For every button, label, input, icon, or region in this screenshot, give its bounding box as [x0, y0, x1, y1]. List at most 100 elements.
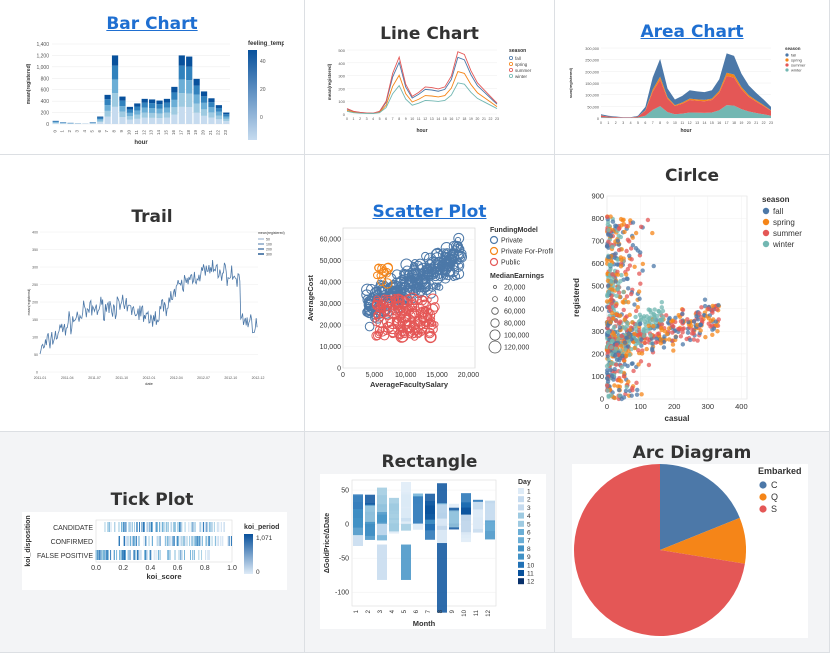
circle-point: [698, 322, 703, 328]
circle-point: [630, 220, 636, 225]
circle-point: [630, 385, 635, 391]
arc-legend-label: Q: [771, 492, 778, 502]
scatter-point-private: [437, 261, 449, 272]
scatter-point-public: [391, 294, 404, 307]
line-xtick-label: 19: [469, 117, 473, 121]
line-xtick-label: 6: [385, 117, 387, 121]
circle-point: [710, 303, 715, 309]
line-legend-label: winter: [515, 74, 528, 79]
cell-arc-diagram: Arc Diagram Embarked C Q S: [555, 432, 830, 653]
rect-legend-label: 8: [527, 546, 531, 553]
bar-segment: [208, 117, 215, 124]
circle-point: [650, 230, 655, 236]
line-legend-symbol: [508, 67, 513, 72]
circle-point: [619, 364, 625, 370]
bar-xtick-label: 17: [178, 130, 183, 136]
circle-point: [616, 387, 622, 393]
rect-xtick-label: 3: [378, 609, 384, 613]
scatter-point-private: [443, 274, 449, 280]
bar-segment: [186, 66, 193, 81]
scatter-point-public: [423, 307, 430, 314]
bar-segment: [163, 117, 171, 124]
circle-point: [638, 224, 644, 229]
circle-point: [699, 318, 705, 323]
rect-frame: [351, 479, 497, 607]
circle-yaxis-title: registered: [572, 278, 581, 317]
bar-segment: [111, 55, 119, 66]
circle-point: [619, 223, 624, 228]
trail-ytick-label: 400: [32, 231, 38, 235]
area-legend-label: spring: [791, 58, 802, 63]
bar-chart-title-link[interactable]: Bar Chart: [106, 14, 198, 34]
area-chart-title-link[interactable]: Area Chart: [640, 22, 744, 42]
scatter-point-private: [401, 276, 414, 289]
scatter-plot-title-link[interactable]: Scatter Plot: [372, 202, 487, 222]
bar-segment: [141, 98, 148, 103]
bar-segment: [223, 121, 230, 124]
rect-xtick-label: 6: [414, 609, 420, 613]
circle-point: [624, 384, 629, 390]
circle-point: [605, 243, 610, 248]
circle-point: [613, 346, 619, 351]
tick-plot-panel: CANDIDATE CONFIRMED FALSE POSITIVE 0.0 0.2 0.…: [22, 512, 287, 590]
circle-point: [645, 217, 651, 223]
circle-point: [630, 243, 636, 248]
bar-segment: [134, 114, 141, 119]
bar-yaxis-title: mean(registered): [26, 63, 32, 104]
circle-point: [609, 373, 615, 379]
circle-point: [626, 299, 631, 305]
circle-point: [625, 237, 631, 242]
circle-point: [638, 359, 644, 364]
scatter-point-public: [395, 300, 404, 310]
circle-point: [629, 291, 634, 297]
circle-legend-symbol: [762, 240, 770, 248]
bar-segment: [104, 110, 111, 117]
bar-segment: [186, 80, 193, 94]
circle-point: [607, 268, 613, 273]
area-chart-panel: 0 50,000 100,000 150,000 200,000 250,000 300,0…: [567, 44, 823, 136]
bar-segment: [193, 103, 200, 113]
scatter-xtick-label: 10,000: [395, 372, 417, 379]
bar-segment: [141, 112, 148, 118]
circle-point: [617, 313, 623, 318]
rect-xtick-label: 11: [474, 609, 480, 616]
bar-xtick-label: 23: [223, 130, 228, 136]
bar-segment: [178, 93, 185, 107]
circle-point: [627, 253, 632, 258]
bar-xaxis-title: hour: [134, 140, 148, 146]
trail-legend-label: 200: [266, 248, 272, 252]
line-chart-title: Line Chart: [380, 24, 479, 44]
tick-xtick-label: 0.4: [146, 565, 156, 572]
rect-bar: [425, 524, 435, 540]
rect-legend-label: 5: [527, 521, 531, 528]
circle-point: [625, 335, 630, 340]
scatter-point-forprofit: [373, 271, 381, 280]
circle-point: [624, 248, 629, 254]
circle-point: [698, 328, 703, 333]
scatter-point-public: [411, 305, 418, 312]
circle-point: [667, 315, 672, 321]
scatter-point-private: [434, 284, 441, 291]
area-xtick-label: 11: [680, 121, 684, 125]
bar-segment: [119, 117, 126, 124]
circle-point: [706, 316, 711, 321]
rect-legend-symbol: [518, 537, 524, 544]
circle-point: [621, 300, 626, 305]
circle-point: [624, 223, 629, 229]
circle-point: [624, 294, 630, 299]
scatter-point-public: [425, 331, 437, 343]
circle-point: [654, 336, 659, 341]
circle-point: [642, 340, 648, 346]
circle-point: [608, 320, 613, 325]
tick-plot-svg: CANDIDATE CONFIRMED FALSE POSITIVE 0.0 0.2 0.…: [25, 515, 279, 581]
circle-ytick-label: 700: [591, 237, 604, 246]
circle-point: [605, 278, 611, 283]
circle-point: [615, 238, 621, 243]
circle-point: [685, 330, 691, 335]
scatter-size-symbol: [491, 307, 499, 315]
circle-point: [606, 283, 611, 288]
circle-point: [609, 338, 615, 344]
trail-xtick-label: 2011-10: [115, 376, 128, 380]
